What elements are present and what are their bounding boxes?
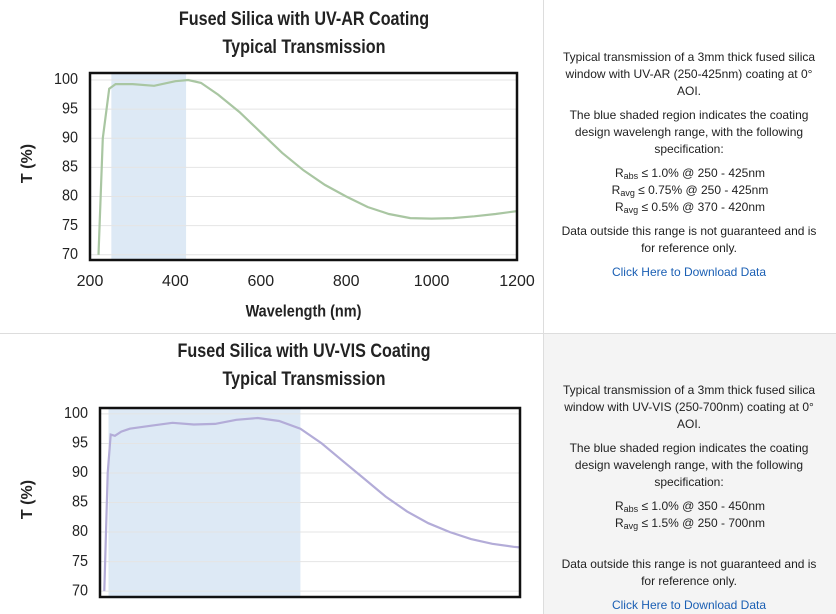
description-panel: Typical transmission of a 3mm thick fuse… [543,334,836,614]
x-tick-label: 400 [162,273,189,290]
description: The blue shaded region indicates the coa… [569,441,809,489]
y-axis-title: T (%) [19,144,36,183]
note: Data outside this range is not guarantee… [561,224,817,255]
link-row: Click Here to Download Data [558,597,820,614]
y-tick-label: 80 [72,523,88,541]
spec-symbol: R [614,200,624,214]
y-tick-label: 100 [54,71,78,89]
chart-subtitle: Typical Transmission [223,368,386,390]
spec-subscript: abs [623,171,639,181]
plot-frame [98,406,522,599]
shaded-region [111,73,187,260]
y-tick-label: 75 [72,552,88,570]
y-tick-label: 85 [62,158,78,176]
x-tick-label: 800 [333,273,360,290]
y-tick-label: 70 [62,245,78,263]
y-tick-label: 80 [62,187,78,205]
line [97,78,517,255]
chart-title: Fused Silica with UV-VIS Coating [178,340,431,362]
y-tick-label: 100 [64,404,88,422]
specification: Ravg ≤ 1.5% @ 250 - 700nm [544,515,836,532]
y-tick-label: 70 [72,582,88,600]
specifications: Rabs ≤ 1.0% @ 350 - 450nm Ravg ≤ 1.5% @ 2… [544,498,836,532]
download-link[interactable]: Click Here to Download Data [611,598,767,612]
description-panel: Typical transmission of a 3mm thick fuse… [543,0,836,334]
spec-text: ≤ 1.0% @ 350 - 450nm [641,499,766,513]
spec-subscript: avg [623,205,639,215]
divider [0,333,543,334]
y-tick-label: 95 [72,434,88,452]
specification: Ravg ≤ 0.75% @ 250 - 425nm [544,182,836,199]
x-tick-label: 1000 [414,273,450,290]
y-tick-label: 95 [62,100,78,118]
spec-text: ≤ 1.5% @ 250 - 700nm [641,516,766,530]
spec-text: ≤ 1.0% @ 250 - 425nm [641,166,766,180]
spec-symbol: R [614,166,624,180]
specification: Ravg ≤ 0.5% @ 370 - 420nm [544,199,836,216]
spec-symbol: R [611,183,621,197]
spec-text: ≤ 0.75% @ 250 - 425nm [638,183,769,197]
specifications: Rabs ≤ 1.0% @ 250 - 425nm Ravg ≤ 0.75% @ … [544,165,836,216]
specification: Rabs ≤ 1.0% @ 350 - 450nm [544,498,836,515]
description: The blue shaded region indicates the coa… [569,108,809,156]
download-link[interactable]: Click Here to Download Data [611,265,767,279]
spec-subscript: avg [623,521,639,531]
spec-text: ≤ 0.5% @ 370 - 420nm [641,200,766,214]
y-axis-title: T (%) [19,480,36,519]
y-tick-label: 85 [72,493,88,511]
y-tick-label: 90 [62,129,78,147]
x-tick-label: 200 [77,273,104,290]
description: Typical transmission of a 3mm thick fuse… [562,383,816,431]
spec-subscript: avg [620,188,635,198]
charts: Fused Silica with UV-AR Coating Typical T… [19,8,535,600]
link-row: Click Here to Download Data [558,264,820,281]
y-tick-label: 75 [62,216,78,234]
spec-symbol: R [614,516,624,530]
y-tick-label: 90 [72,464,88,482]
plot-frame [88,71,519,262]
specification: Rabs ≤ 1.0% @ 250 - 425nm [544,165,836,182]
chart-subtitle: Typical Transmission [223,36,386,58]
spec-symbol: R [614,499,624,513]
spec-subscript: abs [623,504,639,514]
chart-title: Fused Silica with UV-AR Coating [179,8,429,30]
description: Typical transmission of a 3mm thick fuse… [562,50,816,98]
line [103,416,520,592]
x-axis-title: Wavelength (nm) [246,302,362,320]
x-tick-label: 600 [247,273,274,290]
x-tick-label: 1200 [499,273,535,290]
note: Data outside this range is not guarantee… [561,557,817,588]
